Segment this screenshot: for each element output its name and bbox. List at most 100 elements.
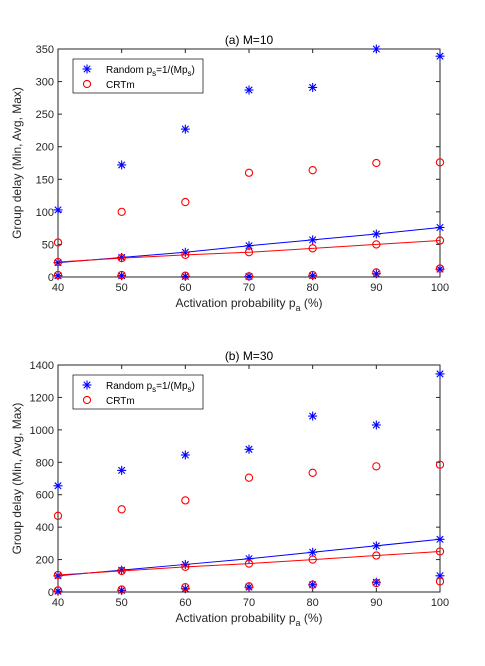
point-random-max xyxy=(244,444,254,454)
point-random-avg xyxy=(371,541,381,551)
x-tick-label: 100 xyxy=(431,597,449,609)
point-crtm-min xyxy=(308,270,317,280)
legend: Random ps=1/(Mps) CRTm xyxy=(72,374,204,410)
x-tick-label: 80 xyxy=(307,282,319,294)
chart-title: (a) M=10 xyxy=(225,33,274,47)
y-tick-label: 300 xyxy=(36,77,54,89)
point-crtm-min xyxy=(53,586,63,595)
point-random-max xyxy=(371,44,381,54)
x-tick-label: 40 xyxy=(52,282,64,294)
point-crtm-max xyxy=(372,158,381,168)
point-crtm-max xyxy=(117,505,126,514)
point-crtm-max xyxy=(435,158,445,167)
legend: Random ps=1/(Mps) CRTm xyxy=(72,58,204,94)
y-tick-label: 0 xyxy=(48,587,54,599)
x-tick-label: 90 xyxy=(370,597,382,609)
point-random-max xyxy=(244,85,254,95)
x-tick-label: 90 xyxy=(370,282,382,294)
y-tick-label: 350 xyxy=(36,44,54,56)
x-tick-label: 40 xyxy=(52,597,64,609)
point-random-avg xyxy=(308,547,318,557)
legend-marker-crtm xyxy=(82,79,92,89)
point-crtm-max xyxy=(181,496,190,505)
point-crtm-min xyxy=(181,271,190,280)
point-random-avg xyxy=(371,229,381,239)
y-tick-label: 150 xyxy=(36,174,54,186)
point-crtm-max xyxy=(244,168,254,177)
y-tick-label: 200 xyxy=(36,142,54,154)
point-random-max xyxy=(435,369,445,379)
point-random-min xyxy=(244,271,254,281)
point-crtm-min xyxy=(435,264,445,273)
point-crtm-max xyxy=(308,468,317,477)
y-tick-label: 800 xyxy=(36,457,54,469)
legend-label-random: Random ps=1/(Mps) xyxy=(106,65,195,78)
point-random-max xyxy=(371,420,381,430)
chart-title: (b) M=30 xyxy=(225,349,274,363)
point-crtm-max xyxy=(308,166,317,175)
y-tick-label: 400 xyxy=(36,522,54,534)
avg-line-crtm xyxy=(57,240,441,263)
point-crtm-avg xyxy=(372,240,381,249)
legend-marker-crtm xyxy=(82,395,92,405)
point-random-min xyxy=(308,580,318,590)
y-tick-label: 250 xyxy=(36,109,54,121)
point-crtm-min xyxy=(117,585,126,594)
y-tick-label: 1000 xyxy=(30,425,54,437)
legend-label-crtm: CRTm xyxy=(106,396,135,407)
point-crtm-avg xyxy=(308,244,317,253)
x-tick-label: 70 xyxy=(243,282,255,294)
point-crtm-max xyxy=(53,511,63,520)
avg-line-crtm xyxy=(57,550,441,576)
point-crtm-min xyxy=(181,582,190,592)
point-random-max xyxy=(117,160,127,170)
point-random-max xyxy=(180,450,190,460)
point-crtm-avg xyxy=(53,257,63,267)
point-crtm-max xyxy=(435,460,445,469)
point-crtm-min xyxy=(372,578,381,588)
y-tick-label: 50 xyxy=(42,239,54,251)
point-crtm-avg xyxy=(117,253,126,263)
y-tick-label: 1400 xyxy=(30,360,54,372)
point-random-max xyxy=(180,124,190,134)
point-crtm-avg xyxy=(244,248,254,257)
point-crtm-min xyxy=(53,270,63,280)
point-crtm-avg xyxy=(53,570,63,580)
point-crtm-max xyxy=(117,207,126,217)
point-random-max xyxy=(117,465,127,475)
point-crtm-min xyxy=(435,577,445,586)
x-tick-label: 60 xyxy=(179,282,191,294)
point-crtm-max xyxy=(372,462,381,471)
point-random-avg xyxy=(308,235,318,245)
point-random-avg xyxy=(435,534,445,544)
point-random-avg xyxy=(244,241,254,251)
point-crtm-avg xyxy=(435,236,445,245)
legend-marker-random xyxy=(82,64,92,74)
point-random-max xyxy=(435,51,445,61)
point-crtm-min xyxy=(308,580,317,589)
point-crtm-avg xyxy=(435,547,445,556)
point-crtm-avg xyxy=(117,566,126,576)
point-random-max xyxy=(308,82,318,92)
point-random-avg xyxy=(435,222,445,232)
point-crtm-avg xyxy=(244,559,254,568)
y-tick-label: 100 xyxy=(36,207,54,219)
x-axis-title: Activation probability pa (%) xyxy=(175,611,322,628)
point-crtm-max xyxy=(53,238,63,247)
legend-box xyxy=(72,374,204,410)
y-axis-title: Group delay (Min, Avg, Max) xyxy=(10,87,24,239)
legend-marker-random xyxy=(82,380,92,390)
point-crtm-avg xyxy=(308,555,317,564)
point-crtm-min xyxy=(244,582,254,591)
x-tick-label: 80 xyxy=(307,597,319,609)
y-tick-label: 200 xyxy=(36,555,54,567)
legend-box xyxy=(72,58,204,94)
point-crtm-avg xyxy=(181,250,190,260)
chart-panel-a: (a) M=10 40 50 60 70 80 90 100 0 50 100 150 200 250 30… xyxy=(10,33,449,313)
point-random-max xyxy=(53,205,63,215)
y-tick-label: 0 xyxy=(48,272,54,284)
point-crtm-avg xyxy=(181,562,190,572)
point-crtm-max xyxy=(244,473,254,482)
point-crtm-max xyxy=(181,197,190,207)
